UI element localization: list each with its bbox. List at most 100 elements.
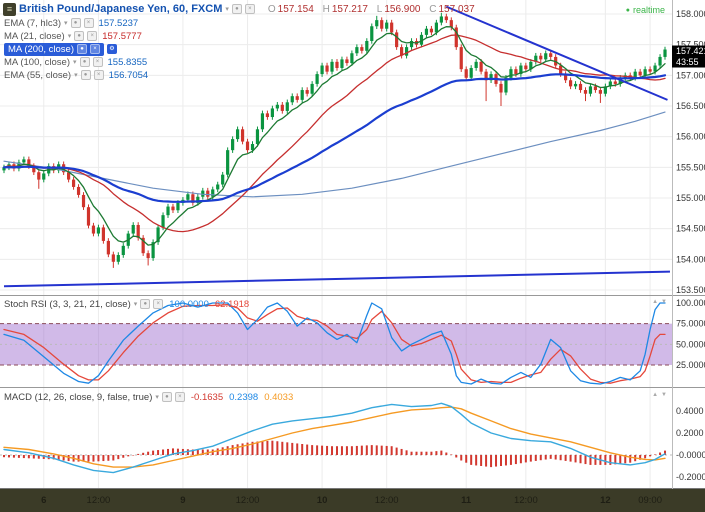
chevron-down-icon[interactable]: ▾	[133, 301, 138, 308]
svg-text:9: 9	[180, 495, 185, 506]
indicator-label: MA (200, close)	[8, 43, 74, 55]
realtime-label: realtime	[632, 5, 665, 15]
indicator-row-ema55: EMA (55, close) ▾ ● × 156.7054	[4, 69, 148, 81]
current-price-badge	[672, 45, 705, 57]
collapse-up-icon[interactable]: ▲	[652, 392, 659, 398]
svg-text:153.500: 153.500	[676, 285, 705, 295]
countdown-badge	[672, 56, 705, 68]
macd-signal-value: 0.4033	[264, 391, 294, 403]
menu-icon[interactable]: ≡	[3, 2, 16, 16]
symbol-title[interactable]: British Pound/Japanese Yen, 60, FXCM	[19, 3, 223, 15]
chevron-down-icon[interactable]: ▾	[73, 59, 77, 66]
collapse-up-icon[interactable]: ▲	[652, 299, 659, 305]
svg-text:-0.2000: -0.2000	[676, 472, 705, 482]
chevron-down-icon[interactable]: ▾	[67, 33, 72, 40]
svg-text:154.500: 154.500	[676, 224, 705, 234]
chevron-down-icon[interactable]: ▾	[74, 72, 78, 79]
svg-text:155.500: 155.500	[676, 162, 705, 172]
svg-text:50.0000: 50.0000	[676, 339, 705, 349]
eye-icon[interactable]: ●	[77, 44, 87, 54]
macd-histogram	[3, 440, 667, 468]
collapse-down-icon[interactable]: ▼	[661, 392, 667, 398]
time-axis-labels[interactable]: 6 12:00 9 12:00 10 12:00 11 12:00 12 09:00	[41, 495, 662, 506]
realtime-status: ● realtime	[626, 5, 665, 15]
svg-text:25.0000: 25.0000	[676, 360, 705, 370]
stoch-k-value: 100.0000	[169, 298, 209, 310]
ohlc-readout: O 157.154 H 157.217 L 156.900 C 157.037	[262, 4, 475, 15]
svg-text:10: 10	[317, 495, 328, 506]
high-label: H	[322, 3, 330, 15]
svg-text:-0.0000: -0.0000	[676, 450, 705, 460]
close-icon[interactable]: ×	[153, 299, 164, 309]
close-value: 157.037	[438, 3, 475, 15]
eye-icon[interactable]: ●	[231, 4, 242, 14]
open-value: 157.154	[277, 3, 314, 15]
close-icon[interactable]: ×	[87, 31, 98, 41]
collapse-down-icon[interactable]: ▼	[661, 299, 667, 305]
close-icon[interactable]: ×	[90, 44, 100, 54]
indicator-label[interactable]: EMA (7, hlc3)	[4, 17, 62, 29]
indicator-row-ma21: MA (21, close) ▾ ● × 157.5777	[4, 30, 142, 42]
trendline[interactable]	[445, 5, 668, 101]
svg-text:12:00: 12:00	[236, 495, 260, 506]
overlay-lines	[2, 26, 667, 246]
eye-icon[interactable]: ●	[79, 57, 90, 67]
indicator-label[interactable]: EMA (55, close)	[4, 69, 72, 81]
macd-pane-controls: ▲ ▼	[652, 392, 667, 398]
macd-title[interactable]: MACD (12, 26, close, 9, false, true)	[4, 391, 153, 403]
svg-text:12:00: 12:00	[87, 495, 111, 506]
eye-icon[interactable]: ●	[80, 70, 91, 80]
svg-text:157.421: 157.421	[676, 46, 705, 56]
high-value: 157.217	[331, 3, 368, 15]
stoch-pane-controls: ▲ ▼	[652, 299, 667, 305]
stoch-rsi-title[interactable]: Stoch RSI (3, 3, 21, 21, close)	[4, 298, 131, 310]
stoch-rsi-lines	[3, 302, 666, 385]
trendline[interactable]	[3, 270, 671, 288]
indicator-row-ema7: EMA (7, hlc3) ▾ ● × 157.5237	[4, 17, 138, 29]
close-icon[interactable]: ×	[174, 392, 185, 402]
svg-text:0.4000: 0.4000	[676, 406, 704, 416]
chevron-down-icon[interactable]: ▾	[155, 394, 159, 401]
realtime-dot-icon: ●	[625, 6, 630, 14]
svg-text:100.0000: 100.0000	[676, 298, 705, 308]
stoch-rsi-header: Stoch RSI (3, 3, 21, 21, close) ▾ ● × 10…	[4, 298, 249, 310]
macd-header: MACD (12, 26, close, 9, false, true) ▾ ●…	[4, 391, 293, 403]
stoch-d-value: 62.1918	[214, 298, 250, 310]
indicator-row-selected: MA (200, close) ● × ⚙	[4, 42, 117, 56]
close-label: C	[429, 3, 437, 15]
macd-line-value: 0.2398	[229, 391, 259, 403]
svg-text:12: 12	[600, 495, 611, 506]
svg-text:6: 6	[41, 495, 46, 506]
svg-text:0.2000: 0.2000	[676, 428, 704, 438]
eye-icon[interactable]: ●	[70, 18, 81, 28]
open-label: O	[267, 3, 276, 15]
chevron-down-icon[interactable]: ▾	[225, 6, 229, 13]
eye-icon[interactable]: ●	[161, 392, 172, 402]
low-label: L	[376, 3, 383, 15]
svg-text:154.000: 154.000	[676, 254, 705, 264]
chevron-down-icon[interactable]: ▾	[64, 20, 68, 27]
price-axis[interactable]: 158.000 157.500 157.000 156.500 156.000 155.5…	[676, 9, 705, 482]
svg-text:157.500: 157.500	[676, 40, 705, 50]
svg-text:157.000: 157.000	[676, 70, 705, 80]
chart-header: ≡ British Pound/Japanese Yen, 60, FXCM ▾…	[3, 2, 475, 16]
eye-icon[interactable]: ●	[140, 299, 151, 309]
svg-text:09:00: 09:00	[638, 495, 662, 506]
svg-text:12:00: 12:00	[375, 495, 399, 506]
svg-text:43:55: 43:55	[676, 57, 699, 67]
macd-lines	[3, 402, 666, 474]
close-icon[interactable]: ×	[83, 18, 94, 28]
eye-icon[interactable]: ●	[74, 31, 85, 41]
indicator-label[interactable]: MA (21, close)	[4, 30, 65, 42]
time-axis-strip[interactable]	[0, 489, 705, 512]
close-icon[interactable]: ×	[244, 4, 255, 14]
selected-indicator[interactable]: MA (200, close) ● ×	[4, 42, 104, 56]
close-icon[interactable]: ×	[93, 70, 104, 80]
svg-text:156.500: 156.500	[676, 101, 705, 111]
settings-icon[interactable]: ⚙	[107, 44, 117, 54]
svg-text:158.000: 158.000	[676, 9, 705, 19]
close-icon[interactable]: ×	[92, 57, 103, 67]
indicator-label[interactable]: MA (100, close)	[4, 56, 70, 68]
